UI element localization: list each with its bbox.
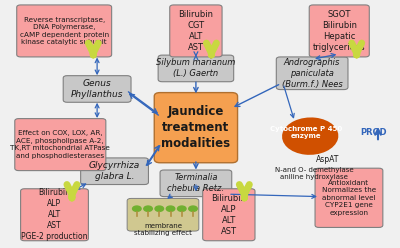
Text: Bilirubin
ALP
ALT
AST
PGE-2 production: Bilirubin ALP ALT AST PGE-2 production — [21, 188, 88, 242]
Text: Bilirubin
CGT
ALT
AST: Bilirubin CGT ALT AST — [178, 10, 214, 52]
Text: Bilirubin
ALP
ALT
AST: Bilirubin ALP ALT AST — [211, 194, 246, 236]
Circle shape — [178, 206, 186, 211]
Circle shape — [144, 206, 152, 211]
Text: Cytochrome P 450
enzyme: Cytochrome P 450 enzyme — [270, 126, 342, 139]
Text: AspAT: AspAT — [316, 155, 339, 164]
FancyBboxPatch shape — [170, 5, 222, 57]
Text: PROD: PROD — [360, 128, 387, 137]
FancyBboxPatch shape — [15, 119, 106, 171]
Text: Glycyrrhiza
glabra L.: Glycyrrhiza glabra L. — [89, 161, 140, 181]
Text: Andrographis
paniculata
(Burm.f.) Nees: Andrographis paniculata (Burm.f.) Nees — [282, 58, 342, 89]
Ellipse shape — [282, 118, 338, 155]
Circle shape — [166, 206, 175, 211]
Text: SGOT
Bilirubin
Hepatic
triglycerides: SGOT Bilirubin Hepatic triglycerides — [313, 10, 366, 52]
FancyBboxPatch shape — [127, 198, 199, 231]
Text: N-and O- demethylase
aniline hydroxylase: N-and O- demethylase aniline hydroxylase — [275, 167, 353, 180]
Text: Terminalia
chebula Retz.: Terminalia chebula Retz. — [168, 173, 224, 193]
FancyBboxPatch shape — [315, 168, 383, 227]
Text: Reverse transcriptase,
DNA Polymerase,
cAMP dependent protein
kinase catalytic s: Reverse transcriptase, DNA Polymerase, c… — [20, 17, 109, 45]
FancyBboxPatch shape — [63, 76, 131, 102]
Circle shape — [155, 206, 164, 211]
FancyBboxPatch shape — [154, 93, 238, 163]
FancyBboxPatch shape — [160, 170, 232, 197]
FancyBboxPatch shape — [309, 5, 369, 57]
Text: Silybum marianum
(L.) Gaertn: Silybum marianum (L.) Gaertn — [156, 58, 236, 78]
Text: Antioxidant
Normalizes the
abnormal level
CYP2E1 gene
expression: Antioxidant Normalizes the abnormal leve… — [322, 180, 376, 216]
Text: Genus
Phyllanthus: Genus Phyllanthus — [71, 79, 123, 99]
FancyBboxPatch shape — [276, 57, 348, 90]
Circle shape — [189, 206, 197, 211]
Text: membrane
stabilizing effect: membrane stabilizing effect — [134, 223, 192, 236]
FancyBboxPatch shape — [17, 5, 112, 57]
Circle shape — [132, 206, 141, 211]
FancyBboxPatch shape — [20, 189, 88, 241]
FancyBboxPatch shape — [203, 189, 255, 241]
FancyBboxPatch shape — [81, 158, 148, 185]
FancyBboxPatch shape — [158, 55, 234, 82]
Text: Effect on COX, LOX, AR,
ACE, phospholipase A-2,
TK,RT mitochondrial ATPase
and p: Effect on COX, LOX, AR, ACE, phospholipa… — [10, 130, 110, 159]
Text: Jaundice
treatment
modalities: Jaundice treatment modalities — [161, 105, 230, 150]
